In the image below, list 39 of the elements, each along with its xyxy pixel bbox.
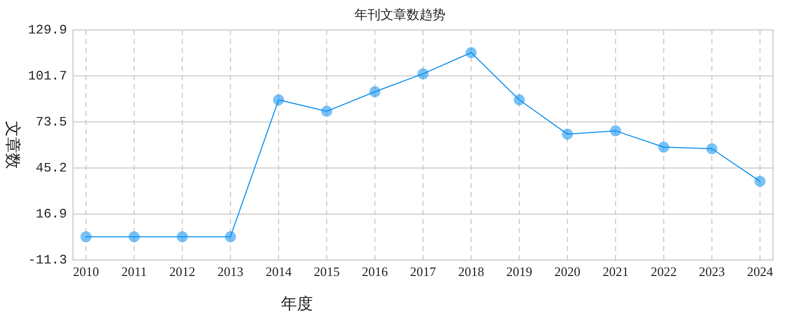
y-axis-title: 文章数 (4, 121, 22, 169)
point (128, 231, 140, 242)
y-tick-label: 101.7 (28, 68, 67, 84)
x-tick-label: 2021 (602, 264, 629, 279)
point (514, 94, 525, 106)
x-tick-label: 2024 (747, 264, 774, 279)
point (321, 106, 332, 117)
x-tick-label: 2020 (554, 264, 580, 279)
x-tick-label: 2018 (458, 264, 484, 279)
x-tick-label: 2017 (410, 264, 436, 279)
point (754, 176, 766, 187)
point (610, 125, 622, 136)
x-tick-label: 2015 (314, 264, 340, 279)
y-tick-label: 73.5 (36, 114, 67, 130)
point (706, 143, 718, 154)
x-tick-label: 2011 (121, 264, 147, 279)
point (224, 231, 236, 242)
point (176, 231, 188, 242)
x-axis-title: 年度 (281, 295, 313, 313)
x-tick-label: 2016 (362, 264, 388, 279)
point (466, 47, 477, 58)
x-tick-label: 2019 (506, 264, 532, 279)
point (658, 142, 670, 153)
point (273, 94, 284, 106)
x-tick-label: 2022 (650, 264, 677, 279)
x-tick-label: 2023 (698, 264, 725, 279)
y-tick-label: 16.9 (36, 206, 67, 222)
y-tick-label: 45.2 (36, 160, 67, 176)
x-tick-label: 2014 (266, 264, 292, 279)
chart-title: 年刊文章数趋势 (354, 7, 446, 22)
y-tick-label: -11.3 (28, 252, 67, 268)
x-tick-label: 2013 (217, 264, 244, 279)
y-tick-label: 129.9 (28, 22, 67, 38)
x-tick-label: 2012 (169, 264, 196, 279)
point (80, 231, 92, 242)
point (418, 68, 428, 80)
x-tick-label: 2010 (73, 264, 99, 279)
point (562, 128, 573, 140)
point (369, 86, 380, 98)
